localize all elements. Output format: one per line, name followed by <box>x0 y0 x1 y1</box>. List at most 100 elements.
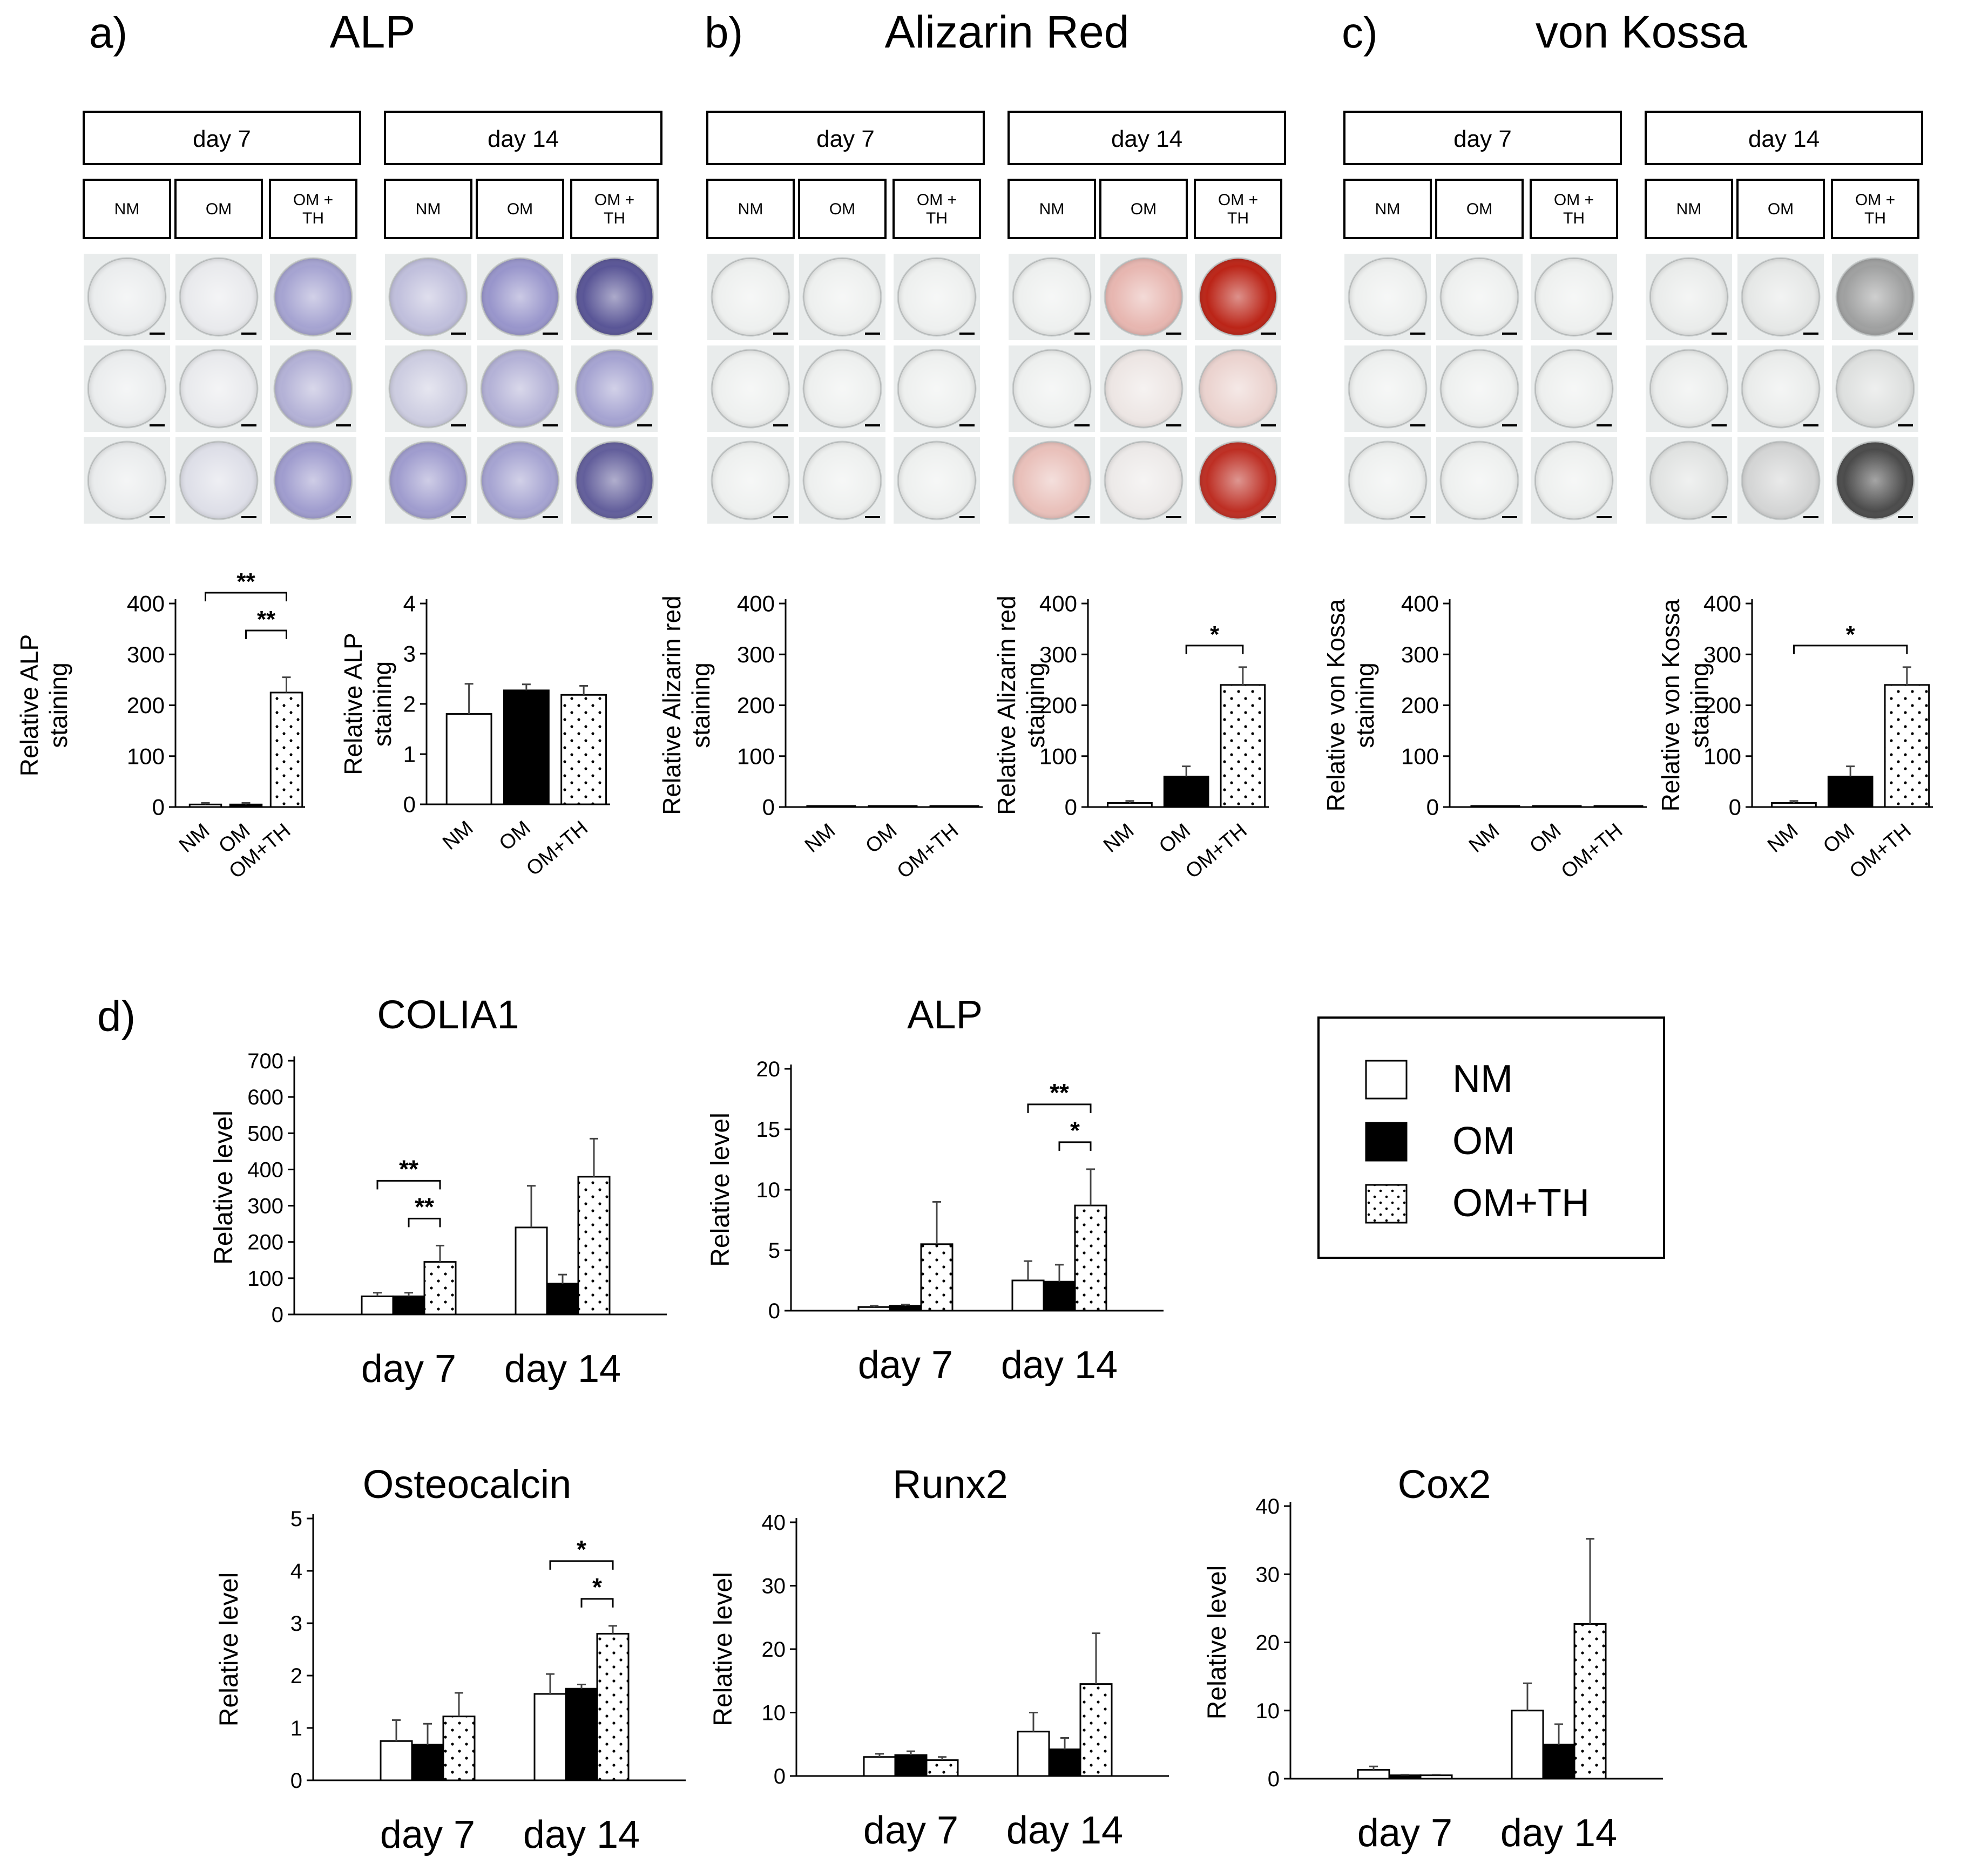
y-tick-label: 300 <box>1039 642 1077 667</box>
day-header-box <box>384 111 662 165</box>
condition-header-box <box>1343 179 1432 239</box>
y-tick-label: 0 <box>290 1769 302 1793</box>
day-header-box <box>1645 111 1923 165</box>
x-group-label: day 7 <box>1357 1812 1452 1855</box>
significance-bracket <box>245 629 287 639</box>
y-axis-label: Relative Alizarin redstaining <box>658 595 715 815</box>
y-tick-label: 3 <box>403 641 416 667</box>
condition-header-box <box>83 179 171 239</box>
condition-header-box <box>798 179 887 239</box>
y-tick-label: 30 <box>762 1575 786 1598</box>
bar-om <box>1163 775 1209 808</box>
x-category-label: OM+TH <box>1181 819 1252 883</box>
y-tick-label: 100 <box>1039 743 1077 769</box>
y-tick-label: 0 <box>1268 1767 1280 1791</box>
bar-nm <box>1017 1731 1050 1777</box>
y-axis-label-line: staining <box>1686 662 1714 748</box>
condition-header-label: OM + TH <box>293 191 333 227</box>
well-shading <box>576 258 653 336</box>
condition-header-label-line: OM + <box>293 191 333 209</box>
significance-label: ** <box>399 1155 418 1183</box>
x-category-label: NM <box>1099 819 1138 857</box>
bar-omth <box>442 1716 476 1781</box>
chart-title: Runx2 <box>892 1462 1008 1507</box>
significance-bracket <box>1793 645 1908 654</box>
day-header-box <box>1007 111 1286 165</box>
y-axis-label-line: Relative Alizarin red <box>992 595 1020 815</box>
condition-header-label-line: OM + <box>1218 191 1258 209</box>
legend: NM OM OM+TH <box>1317 1016 1665 1259</box>
y-tick-label: 300 <box>127 642 165 667</box>
well-shading <box>898 442 976 519</box>
bar-nm <box>380 1740 413 1781</box>
well-shading <box>1349 350 1426 428</box>
bar-om <box>889 1305 922 1312</box>
legend-label-nm: NM <box>1452 1057 1513 1101</box>
bar-omth <box>596 1632 630 1781</box>
condition-header-label: OM + TH <box>1218 191 1258 227</box>
well-shading <box>1013 442 1091 519</box>
well-shading <box>1535 442 1613 519</box>
condition-header-label: NM <box>114 200 140 218</box>
significance-label: * <box>592 1573 602 1601</box>
y-axis-label: Relative level <box>215 1572 244 1726</box>
significance-bracket <box>376 1179 441 1190</box>
y-tick-label: 200 <box>1703 693 1741 718</box>
condition-header-label: OM + TH <box>594 191 634 227</box>
y-tick-label: 300 <box>1401 642 1439 667</box>
y-tick-label: 10 <box>756 1178 781 1202</box>
x-category-label: OM <box>1155 819 1195 858</box>
day-header-label: day 14 <box>1748 126 1820 152</box>
y-axis-label: Relative level <box>209 1110 238 1264</box>
day-header-box <box>83 111 361 165</box>
chart-osteocalcin: 0 1 2 3 4 5 Osteocalcin Relative level day 7 day … <box>215 1462 686 1856</box>
x-category-label: OM <box>1525 819 1565 858</box>
y-axis-label-line: staining <box>1022 662 1050 748</box>
y-axis-label: Relative ALPstaining <box>15 634 72 776</box>
well-shading <box>1013 350 1091 428</box>
condition-header-box <box>269 179 357 239</box>
bar-omth <box>920 1243 954 1312</box>
chart-colia1: 0 100 200 300 400 500 600 700 COLIA1 Relative lev… <box>209 992 667 1391</box>
well-shading <box>1836 350 1914 428</box>
significance-label: * <box>577 1535 586 1563</box>
bar-nm <box>857 1306 891 1312</box>
y-axis-label: Relative level <box>706 1113 735 1266</box>
bar-nm <box>1357 1769 1390 1780</box>
condition-header-label: OM <box>206 200 232 218</box>
panel-title: ALP <box>330 6 416 57</box>
y-tick-label: 200 <box>247 1231 283 1255</box>
well-shading <box>481 350 559 428</box>
condition-header-label-line: OM + <box>1855 191 1895 209</box>
bar-om <box>392 1295 425 1316</box>
condition-header-box <box>1099 179 1188 239</box>
well-shading <box>1535 350 1613 428</box>
x-group-label: day 14 <box>1001 1344 1118 1387</box>
condition-header-label: OM <box>507 200 533 218</box>
well-shading <box>1836 258 1914 336</box>
well-shading <box>1650 442 1728 519</box>
x-category-label: NM <box>175 819 214 857</box>
y-tick-label: 0 <box>768 1299 780 1323</box>
panel-title: Alizarin Red <box>885 6 1130 57</box>
bar-omth <box>560 694 607 805</box>
condition-header-label-line: TH <box>1227 209 1249 227</box>
well-shading <box>898 350 976 428</box>
condition-header-label: OM + TH <box>1554 191 1594 227</box>
y-tick-label: 200 <box>1039 693 1077 718</box>
condition-header-box <box>706 179 795 239</box>
y-tick-label: 400 <box>1703 591 1741 616</box>
panel-letter: b) <box>705 9 743 57</box>
x-category-label: NM <box>801 819 840 857</box>
well-shading <box>1441 350 1518 428</box>
y-tick-label: 2 <box>403 692 416 717</box>
bar-omth <box>1884 684 1930 808</box>
y-tick-label: 2 <box>290 1664 302 1688</box>
y-axis-label-line: staining <box>44 662 72 748</box>
y-axis-label-line: Relative ALP <box>15 634 43 776</box>
bar-omth <box>269 692 303 808</box>
well-shading <box>389 350 467 428</box>
